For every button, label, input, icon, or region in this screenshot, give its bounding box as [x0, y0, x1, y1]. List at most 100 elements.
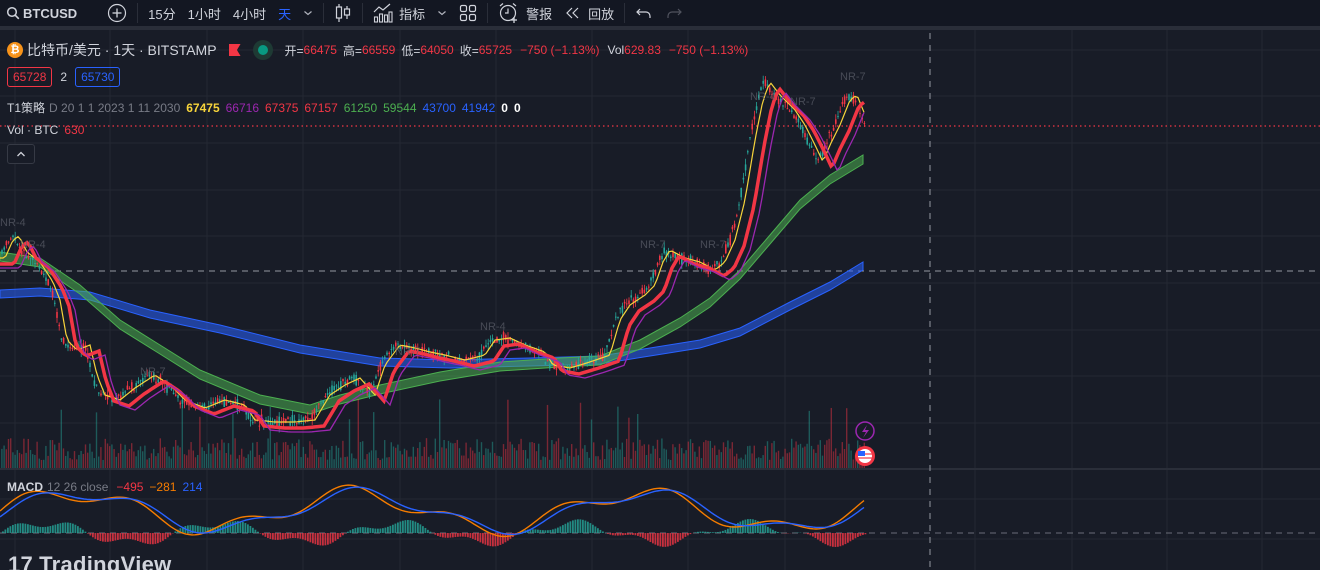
buy-button[interactable]: 65730 [75, 67, 121, 87]
strategy-value: 0 [513, 100, 521, 115]
indicators-dropdown[interactable] [431, 0, 453, 26]
collapse-legend-button[interactable] [7, 144, 35, 164]
vol-change-value: −750 (−1.13%) [668, 43, 749, 57]
lightning-event-icon[interactable] [855, 421, 875, 441]
svg-text:NR-4: NR-4 [0, 217, 26, 229]
search-icon [6, 6, 20, 20]
volume-label: Vol · BTC [7, 123, 59, 137]
us-flag-event-icon[interactable] [855, 446, 875, 466]
macd-legend[interactable]: MACD 12 26 close −495 −281 214 [7, 480, 202, 494]
strategy-value: 0 [501, 100, 508, 115]
svg-text:NR-4: NR-4 [20, 239, 46, 251]
timeframe-15m[interactable]: 15分 [142, 0, 181, 26]
svg-text:NR-7: NR-7 [140, 366, 166, 378]
low-value: 64050 [420, 43, 454, 57]
replay-icon [566, 7, 579, 19]
timeframe-label: 4小时 [232, 6, 267, 22]
close-label: 收= [459, 43, 479, 58]
svg-text:NR-7: NR-7 [840, 71, 866, 83]
timeframe-4h[interactable]: 4小时 [227, 0, 272, 26]
layout-icon [460, 4, 477, 22]
high-value: 66559 [361, 43, 396, 57]
chevron-down-icon [438, 11, 447, 16]
price-chart-canvas[interactable]: NR-4 NR-7 NR-7 NR-4 NR-7 NR-7 NR-4 NR-7 NR-7 NR-4 [0, 30, 1320, 570]
macd-signal-value: −281 [149, 480, 177, 494]
timeframe-dropdown[interactable] [297, 0, 319, 26]
symbol-label: BTCUSD [23, 5, 78, 21]
chevron-up-icon [17, 151, 25, 157]
strategy-value: 43700 [422, 100, 456, 115]
strategy-value: 41942 [461, 100, 496, 115]
candles-icon [336, 4, 351, 22]
vol-value: 629.83 [624, 43, 661, 57]
divider [323, 3, 325, 23]
strategy-value: 61250 [343, 100, 378, 115]
high-label: 高= [342, 43, 362, 58]
indicators-icon [373, 3, 393, 23]
strategy-value: 67475 [186, 100, 220, 115]
tradingview-watermark[interactable]: 17 TradingView [8, 552, 172, 570]
layout-button[interactable] [453, 0, 483, 26]
open-label: 开= [284, 43, 304, 58]
chart-type-button[interactable] [328, 0, 358, 26]
strategy-value: 66716 [225, 100, 259, 115]
change-value: −750 (−1.13%) [520, 43, 600, 57]
vol-label: Vol [607, 43, 625, 57]
chart-pane[interactable]: NR-4 NR-7 NR-7 NR-4 NR-7 NR-7 NR-4 NR-7 NR-7 NR-4 [0, 30, 1320, 570]
timeframe-1h[interactable]: 1小时 [182, 0, 227, 26]
svg-text:NR-7: NR-7 [790, 96, 816, 108]
quote-row: 65728 2 65730 [7, 67, 121, 87]
divider [487, 3, 489, 23]
strategy-value: 59544 [383, 100, 417, 115]
macd-value: −495 [116, 480, 144, 494]
undo-icon [636, 8, 651, 18]
strategy-legend[interactable]: T1策略 D 20 1 1 2023 1 11 2030 67475 66716 6… [7, 99, 521, 116]
svg-text:NR-7: NR-7 [640, 239, 666, 251]
volume-legend[interactable]: Vol · BTC 630 [7, 123, 84, 137]
strategy-value: 67375 [265, 100, 299, 115]
top-toolbar: BTCUSD 15分 1小时 4小时 天 指标 警报 回放 [0, 0, 1320, 26]
compare-symbol-button[interactable] [101, 0, 133, 26]
strategy-values: 67475 66716 67375 67157 61250 59544 43700 41942… [186, 101, 520, 115]
tradingview-logo-icon: 17 [8, 552, 34, 570]
toolbar-divider [0, 26, 1320, 30]
close-value: 65725 [478, 43, 513, 57]
timeframe-label: 15分 [148, 6, 176, 22]
strategy-value: 67157 [304, 100, 338, 115]
bitcoin-icon: ₿ [7, 42, 23, 58]
alarm-icon [499, 3, 518, 23]
macd-params: 12 26 close [47, 480, 109, 494]
strategy-name: T1策略 [7, 101, 46, 115]
divider [137, 3, 139, 23]
ohlc-values: 开= 66475 高= 66559 低= 64050 收= 65725 −750 (−1… [285, 42, 749, 59]
redo-icon [667, 8, 683, 18]
flag-icon[interactable] [228, 44, 241, 56]
macd-label: MACD [7, 480, 43, 494]
symbol-search[interactable]: BTCUSD [0, 0, 83, 26]
symbol-title[interactable]: 比特币/美元 · 1天 · BITSTAMP [27, 42, 217, 58]
indicators-label: 指标 [399, 6, 426, 22]
spread-value: 2 [60, 70, 68, 84]
alerts-label: 警报 [526, 6, 553, 22]
redo-button[interactable] [659, 0, 689, 26]
macd-hist-value: 214 [182, 480, 203, 494]
timeframe-1d[interactable]: 天 [272, 0, 297, 26]
replay-label: 回放 [588, 6, 615, 22]
symbol-legend: ₿ 比特币/美元 · 1天 · BITSTAMP 开= 66475 高= 66559… [7, 40, 748, 60]
replay-button[interactable]: 回放 [558, 0, 620, 26]
chevron-down-icon [304, 11, 313, 16]
divider [362, 3, 364, 23]
svg-text:NR-7: NR-7 [395, 346, 421, 358]
divider [624, 3, 626, 23]
open-value: 66475 [303, 43, 337, 57]
undo-button[interactable] [629, 0, 659, 26]
alerts-button[interactable]: 警报 [492, 0, 558, 26]
strategy-params: D 20 1 1 2023 1 11 2030 [49, 100, 181, 115]
sell-button[interactable]: 65728 [7, 67, 53, 87]
watermark-text: TradingView [39, 552, 172, 570]
market-status-icon[interactable] [252, 40, 273, 60]
timeframe-label: 天 [278, 6, 292, 22]
add-symbol-icon [108, 3, 127, 23]
svg-text:NR-4: NR-4 [480, 321, 506, 333]
indicators-button[interactable]: 指标 [367, 0, 431, 26]
